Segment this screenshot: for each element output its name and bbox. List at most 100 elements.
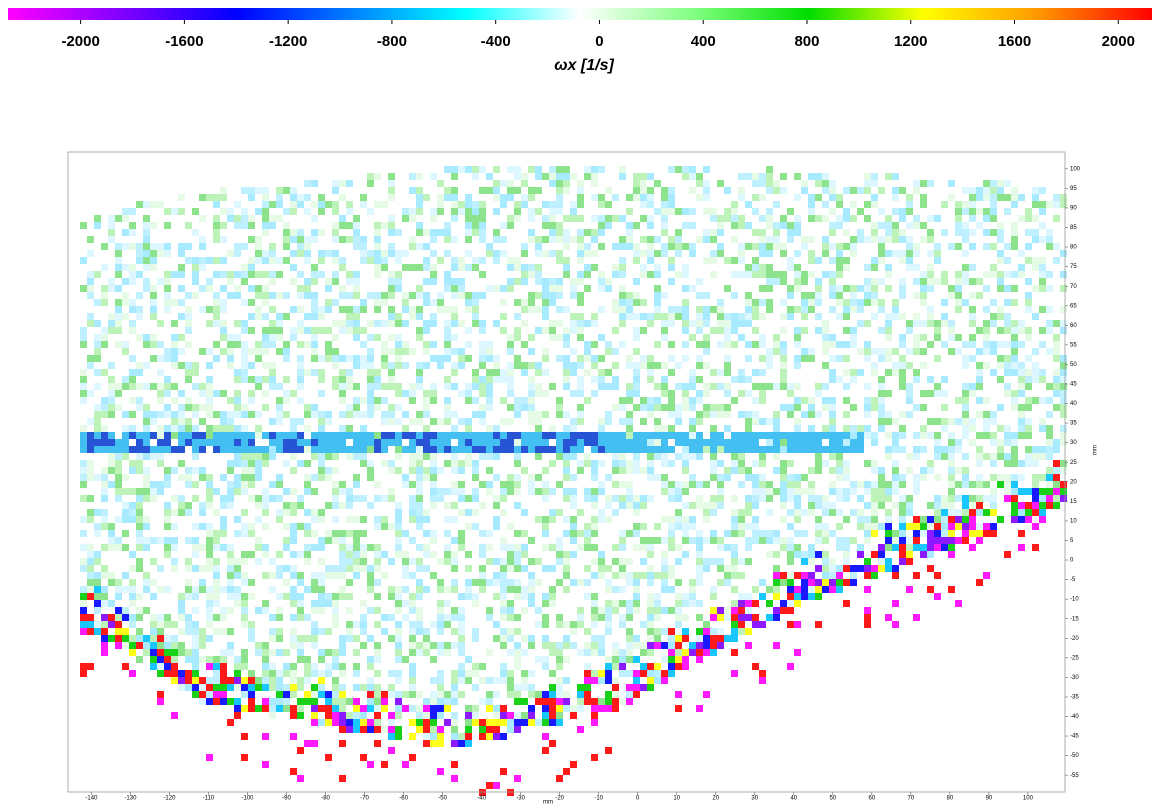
field-cell bbox=[213, 558, 220, 565]
field-cell bbox=[640, 313, 647, 320]
field-cell bbox=[164, 516, 171, 523]
field-cell bbox=[311, 642, 318, 649]
field-cell bbox=[661, 376, 668, 383]
field-cell bbox=[220, 677, 227, 684]
field-cell bbox=[171, 411, 178, 418]
field-cell bbox=[612, 642, 619, 649]
field-cell bbox=[290, 201, 297, 208]
field-cell bbox=[472, 523, 479, 530]
field-cell bbox=[514, 439, 521, 446]
field-cell bbox=[164, 285, 171, 292]
field-cell bbox=[283, 390, 290, 397]
field-cell bbox=[199, 432, 206, 439]
field-cell bbox=[255, 306, 262, 313]
field-cell bbox=[451, 740, 458, 747]
field-cell bbox=[451, 383, 458, 390]
field-cell bbox=[255, 593, 262, 600]
field-cell bbox=[605, 621, 612, 628]
field-cell bbox=[465, 299, 472, 306]
field-cell bbox=[486, 250, 493, 257]
field-cell bbox=[731, 285, 738, 292]
field-cell bbox=[619, 495, 626, 502]
field-cell bbox=[745, 558, 752, 565]
field-cell bbox=[234, 187, 241, 194]
field-cell bbox=[486, 341, 493, 348]
field-cell bbox=[136, 516, 143, 523]
field-cell bbox=[255, 271, 262, 278]
field-cell bbox=[591, 355, 598, 362]
field-cell bbox=[360, 677, 367, 684]
field-cell bbox=[136, 523, 143, 530]
field-cell bbox=[668, 495, 675, 502]
field-cell bbox=[654, 537, 661, 544]
field-cell bbox=[689, 201, 696, 208]
field-cell bbox=[409, 383, 416, 390]
field-cell bbox=[535, 236, 542, 243]
field-cell bbox=[129, 621, 136, 628]
field-cell bbox=[269, 523, 276, 530]
field-cell bbox=[633, 579, 640, 586]
field-cell bbox=[129, 579, 136, 586]
field-cell bbox=[430, 740, 437, 747]
field-cell bbox=[297, 194, 304, 201]
field-cell bbox=[402, 180, 409, 187]
field-cell bbox=[458, 691, 465, 698]
field-cell bbox=[640, 558, 647, 565]
field-cell bbox=[157, 656, 164, 663]
field-cell bbox=[297, 355, 304, 362]
field-cell bbox=[374, 376, 381, 383]
field-cell bbox=[283, 411, 290, 418]
field-cell bbox=[297, 292, 304, 299]
field-cell bbox=[255, 208, 262, 215]
field-cell bbox=[353, 229, 360, 236]
field-cell bbox=[402, 551, 409, 558]
field-cell bbox=[444, 691, 451, 698]
field-cell bbox=[710, 201, 717, 208]
field-cell bbox=[500, 712, 507, 719]
field-cell bbox=[717, 537, 724, 544]
field-cell bbox=[633, 362, 640, 369]
field-cell bbox=[458, 257, 465, 264]
field-cell bbox=[234, 579, 241, 586]
field-cell bbox=[647, 271, 654, 278]
field-cell bbox=[101, 579, 108, 586]
field-cell bbox=[570, 383, 577, 390]
field-cell bbox=[388, 607, 395, 614]
field-cell bbox=[507, 649, 514, 656]
field-cell bbox=[171, 348, 178, 355]
field-cell bbox=[241, 362, 248, 369]
field-cell bbox=[668, 376, 675, 383]
field-cell bbox=[661, 516, 668, 523]
field-cell bbox=[507, 684, 514, 691]
field-cell bbox=[605, 257, 612, 264]
field-cell bbox=[556, 222, 563, 229]
field-cell bbox=[227, 467, 234, 474]
field-cell bbox=[444, 166, 451, 173]
field-cell bbox=[395, 670, 402, 677]
field-cell bbox=[598, 607, 605, 614]
field-cell bbox=[521, 432, 528, 439]
field-cell bbox=[227, 628, 234, 635]
field-cell bbox=[654, 313, 661, 320]
field-cell bbox=[143, 649, 150, 656]
field-cell bbox=[213, 670, 220, 677]
field-cell bbox=[759, 215, 766, 222]
field-cell bbox=[241, 705, 248, 712]
field-cell bbox=[381, 642, 388, 649]
field-cell bbox=[283, 439, 290, 446]
field-cell bbox=[577, 187, 584, 194]
field-cell bbox=[318, 670, 325, 677]
field-cell bbox=[451, 670, 458, 677]
field-cell bbox=[136, 278, 143, 285]
field-cell bbox=[500, 719, 507, 726]
field-cell bbox=[416, 299, 423, 306]
field-cell bbox=[122, 544, 129, 551]
field-cell bbox=[416, 516, 423, 523]
field-cell bbox=[311, 313, 318, 320]
field-cell bbox=[458, 418, 465, 425]
colorbar bbox=[8, 8, 1152, 20]
field-cell bbox=[549, 292, 556, 299]
field-cell bbox=[605, 341, 612, 348]
field-cell bbox=[682, 544, 689, 551]
field-cell bbox=[115, 299, 122, 306]
